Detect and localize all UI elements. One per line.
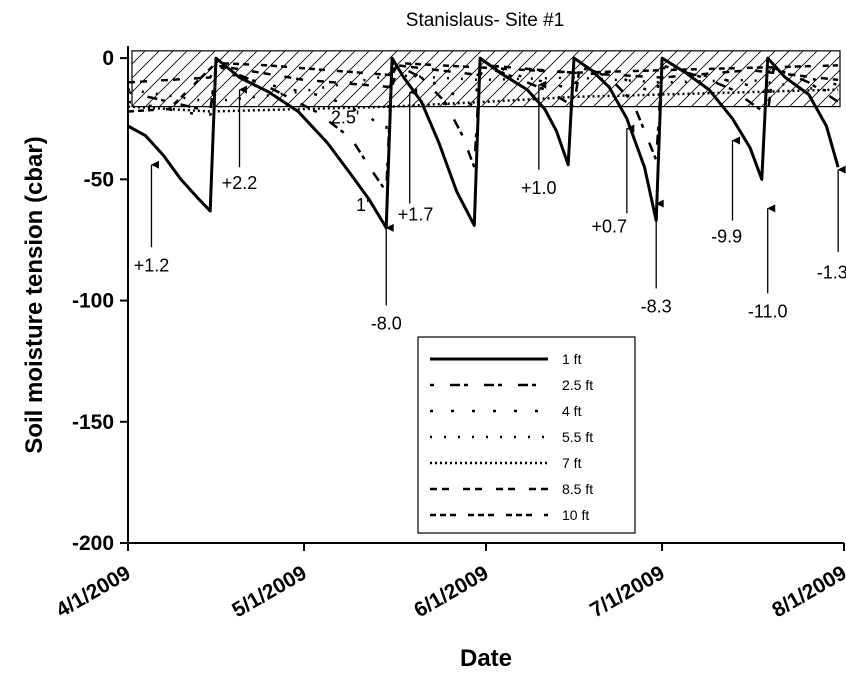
x-tick-label: 5/1/2009 xyxy=(228,561,310,622)
legend-label: 2.5 ft xyxy=(562,377,593,393)
x-tick-label: 8/1/2009 xyxy=(768,561,846,622)
series-line-2 xyxy=(127,61,839,193)
legend-label: 10 ft xyxy=(562,507,589,523)
annotation-label: +1.7 xyxy=(398,205,434,225)
annotation-label: 1' xyxy=(356,195,369,215)
y-tick-label: 0 xyxy=(102,47,114,70)
y-tick-label: -200 xyxy=(72,532,114,555)
annotation-label: +1.0 xyxy=(521,178,557,198)
y-axis-label: Soil moisture tension (cbar) xyxy=(21,136,48,453)
annotation-label: -1.3 xyxy=(817,263,846,283)
legend-label: 1 ft xyxy=(562,351,582,367)
x-tick-label: 4/1/2009 xyxy=(52,561,134,622)
chart-title: Stanislaus- Site #1 xyxy=(406,10,564,31)
legend-label: 7 ft xyxy=(562,455,582,471)
annotation-label: +2.2 xyxy=(222,173,258,193)
annotation-label: -8.3 xyxy=(641,297,672,317)
series-line-1 xyxy=(127,56,840,230)
y-tick-label: -50 xyxy=(84,168,114,191)
annotation-label: +1.2 xyxy=(134,255,170,275)
legend-box xyxy=(417,336,636,534)
legend: 1 ft 2.5 ft 4 ft 5.5 ft 7 ft 8.5 ft 10 ft xyxy=(417,336,636,534)
legend-label: 4 ft xyxy=(562,403,582,419)
annotation-label: -8.0 xyxy=(371,314,402,334)
annotation-label: -11.0 xyxy=(748,302,788,322)
x-axis-label: Date xyxy=(460,645,512,672)
legend-label: 8.5 ft xyxy=(562,481,593,497)
x-tick-label: 6/1/2009 xyxy=(410,561,492,622)
y-tick-label: -100 xyxy=(72,290,114,313)
annotation-label: 2.5' xyxy=(331,108,359,128)
annotation-label: +0.7 xyxy=(591,217,627,237)
target-band xyxy=(131,50,841,108)
legend-label: 5.5 ft xyxy=(562,429,593,445)
x-tick-label: 7/1/2009 xyxy=(586,561,668,622)
plot-area: 0 -50 -100 -150 -200 4/1/2009 5/1/2009 6/1/2009… xyxy=(52,46,846,622)
annotation-label: -9.9 xyxy=(711,226,742,246)
y-tick-label: -150 xyxy=(72,411,114,434)
series-line-7 xyxy=(127,61,839,113)
